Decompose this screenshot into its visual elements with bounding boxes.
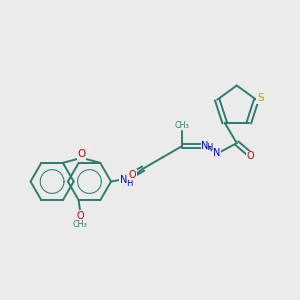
Text: CH₃: CH₃	[73, 220, 88, 229]
Text: O: O	[77, 149, 86, 159]
Text: CH₃: CH₃	[175, 121, 190, 130]
Text: O: O	[76, 211, 84, 221]
Text: H: H	[126, 179, 133, 188]
Text: H: H	[206, 143, 213, 152]
Text: O: O	[128, 170, 136, 180]
Text: S: S	[257, 93, 264, 103]
Text: N: N	[213, 148, 220, 158]
Text: N: N	[120, 175, 127, 185]
Text: O: O	[246, 152, 254, 161]
Text: N: N	[201, 141, 208, 151]
